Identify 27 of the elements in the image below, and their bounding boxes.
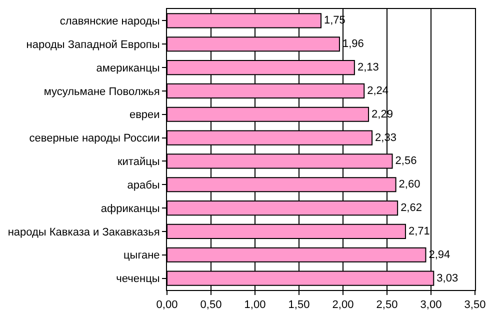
x-tick-label: 2,50 xyxy=(376,299,398,312)
y-tick-label: славянские народы xyxy=(60,16,160,28)
data-label: 2,13 xyxy=(357,62,379,74)
data-label: 2,56 xyxy=(395,155,417,168)
y-tick-label: народы Кавказа и Закавказья xyxy=(8,226,160,238)
y-tick-label: чеченцы xyxy=(116,273,160,286)
x-tick-label: 3,50 xyxy=(464,299,486,312)
y-tick-label: мусульмане Поволжья xyxy=(44,86,160,98)
x-tick-label: 0,50 xyxy=(200,299,222,312)
x-tick-label: 1,50 xyxy=(288,299,310,312)
y-tick-label: китайцы xyxy=(117,156,160,168)
y-tick-label: арабы xyxy=(127,179,160,192)
data-label: 2,62 xyxy=(400,202,422,214)
y-tick-label: американцы xyxy=(96,62,160,74)
y-tick-label: народы Западной Европы xyxy=(26,38,160,51)
data-label: 2,60 xyxy=(398,178,420,191)
y-tick-label: африканцы xyxy=(100,202,160,215)
x-tick-label: 0,00 xyxy=(156,299,178,312)
y-tick-label: евреи xyxy=(129,109,160,122)
x-tick-label: 2,00 xyxy=(332,299,354,312)
x-tick-label: 3,00 xyxy=(420,299,442,312)
data-label: 3,03 xyxy=(436,272,458,284)
x-tick-label: 1,00 xyxy=(244,299,266,312)
data-label: 1,96 xyxy=(342,38,364,50)
data-label: 2,71 xyxy=(408,225,430,238)
y-tick-label: цыгане xyxy=(124,250,160,262)
y-tick-label: северные народы России xyxy=(29,132,160,145)
